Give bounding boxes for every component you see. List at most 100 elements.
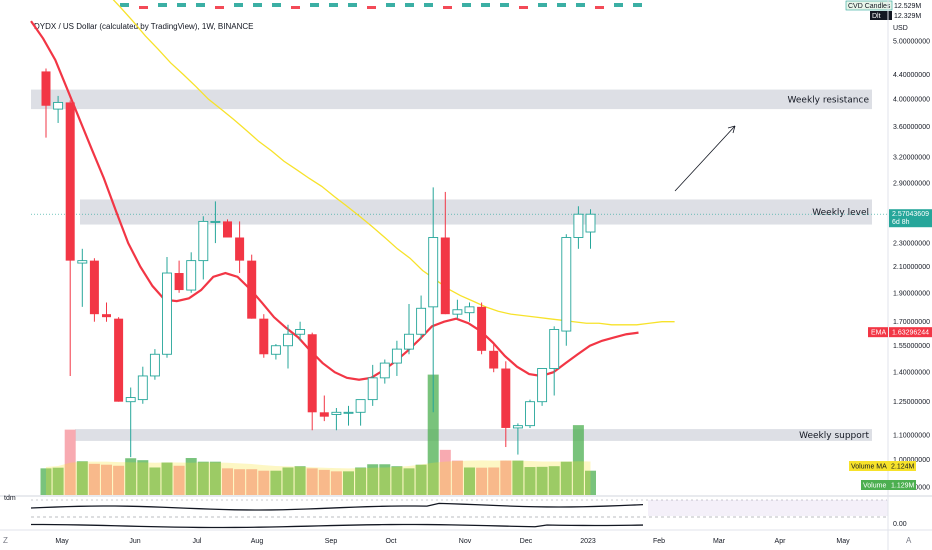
candle bbox=[501, 361, 511, 448]
volume-bar bbox=[367, 464, 379, 495]
candle bbox=[379, 359, 390, 384]
volume-bar bbox=[161, 462, 173, 495]
price-tick-label: 1.55000000 bbox=[893, 343, 930, 350]
cvd-bar bbox=[405, 3, 414, 7]
price-tick-label: 2.90000000 bbox=[893, 180, 930, 187]
volume-bar bbox=[76, 461, 88, 495]
volume-badge-value: 1.129M bbox=[891, 483, 915, 490]
cvd-bar bbox=[158, 3, 167, 7]
price-tick-label: 5.00000000 bbox=[893, 39, 930, 46]
time-tick-label: Mar bbox=[713, 538, 726, 545]
volume-bar bbox=[52, 467, 64, 495]
ema-badge-name-bg bbox=[868, 327, 888, 338]
candle bbox=[440, 191, 450, 315]
volume-bar bbox=[173, 465, 185, 495]
volume-bar bbox=[536, 466, 548, 495]
volume-ma-badge-name-bg bbox=[849, 461, 889, 471]
cvd-bar bbox=[329, 3, 338, 7]
cvd-bar bbox=[424, 3, 433, 7]
volume-ma-badge-value: 2.124M bbox=[891, 464, 915, 471]
price-tick-label: 3.20000000 bbox=[893, 155, 930, 162]
candle-body bbox=[149, 353, 160, 377]
candle-body bbox=[41, 71, 51, 106]
candle-body bbox=[489, 350, 499, 369]
candle-body bbox=[125, 397, 136, 403]
candle bbox=[174, 260, 184, 293]
candle bbox=[149, 349, 160, 380]
cvd-bar bbox=[462, 3, 471, 7]
candle-body bbox=[259, 318, 269, 355]
candle-body bbox=[477, 306, 487, 351]
candle bbox=[114, 317, 124, 402]
ema-badge bbox=[889, 327, 932, 338]
volume-bar bbox=[343, 471, 354, 495]
candle-body bbox=[319, 412, 329, 417]
volume-ma-area bbox=[46, 460, 591, 495]
timezone-button[interactable]: Z bbox=[3, 536, 8, 545]
volume-bar bbox=[439, 449, 451, 495]
cvd-bar bbox=[557, 3, 566, 7]
volume-bar bbox=[488, 467, 500, 495]
cvd-bar bbox=[120, 3, 129, 7]
candle-body bbox=[343, 411, 354, 414]
price-tick-label: 1.00000000 bbox=[893, 457, 930, 464]
price-tick-label: 1.10000000 bbox=[893, 432, 930, 439]
candle bbox=[41, 68, 51, 138]
volume-ma-badge bbox=[889, 461, 916, 471]
candle-body bbox=[198, 220, 209, 262]
volume-bar bbox=[149, 467, 161, 495]
volume-bar bbox=[234, 469, 246, 495]
cvd-bar bbox=[234, 3, 243, 7]
auto-scale-button[interactable]: A bbox=[906, 536, 912, 545]
dlt-badge-name: Dlt bbox=[872, 13, 881, 20]
candle-body bbox=[162, 272, 172, 355]
volume-bar bbox=[451, 460, 463, 495]
volume-bar bbox=[40, 468, 52, 495]
price-tick-label: 4.00000000 bbox=[893, 97, 930, 104]
candle bbox=[53, 95, 64, 123]
zone-label: Weekly level bbox=[812, 208, 869, 218]
volume-bar bbox=[270, 470, 282, 495]
candle bbox=[428, 187, 439, 413]
time-tick-label: Oct bbox=[386, 538, 397, 545]
zone-band bbox=[31, 89, 872, 110]
candle bbox=[525, 399, 535, 428]
candle-body bbox=[102, 314, 111, 318]
candle-body bbox=[331, 411, 342, 415]
candle bbox=[283, 324, 293, 369]
cvd-bar bbox=[500, 3, 509, 7]
cvd-bar bbox=[291, 6, 300, 9]
volume-bar bbox=[403, 468, 415, 495]
cvd-bar bbox=[139, 6, 148, 9]
price-badge-countdown: 6d 8h bbox=[892, 219, 910, 226]
candle-body bbox=[428, 237, 439, 308]
candle bbox=[573, 206, 584, 249]
price-tick-label: 4.40000000 bbox=[893, 72, 930, 79]
zone-label: Weekly resistance bbox=[788, 95, 870, 105]
candle-body bbox=[247, 260, 257, 319]
cvd-bar bbox=[310, 3, 319, 7]
cvd-bar bbox=[443, 6, 452, 9]
candle-body bbox=[585, 213, 596, 233]
candle bbox=[65, 100, 75, 376]
candle bbox=[235, 221, 245, 274]
volume-bar bbox=[572, 425, 584, 495]
volume-pane bbox=[40, 374, 596, 495]
time-tick-label: Feb bbox=[653, 538, 665, 545]
cvd-bar bbox=[538, 3, 547, 7]
candle-body bbox=[235, 237, 245, 261]
time-tick-label: May bbox=[55, 538, 69, 545]
candle bbox=[561, 234, 572, 346]
candle-body bbox=[416, 307, 427, 335]
cvd-bar bbox=[614, 3, 623, 7]
candle bbox=[210, 201, 221, 244]
candle bbox=[464, 302, 475, 322]
cvd-bar bbox=[348, 3, 357, 7]
candle-body bbox=[440, 237, 450, 315]
top-strip: CVD Candles 12.529M Dlt 12.329M bbox=[30, 0, 921, 20]
candle bbox=[355, 399, 366, 426]
volume-bar bbox=[330, 471, 342, 495]
candle-body bbox=[379, 362, 390, 379]
volume-bar bbox=[500, 460, 512, 495]
